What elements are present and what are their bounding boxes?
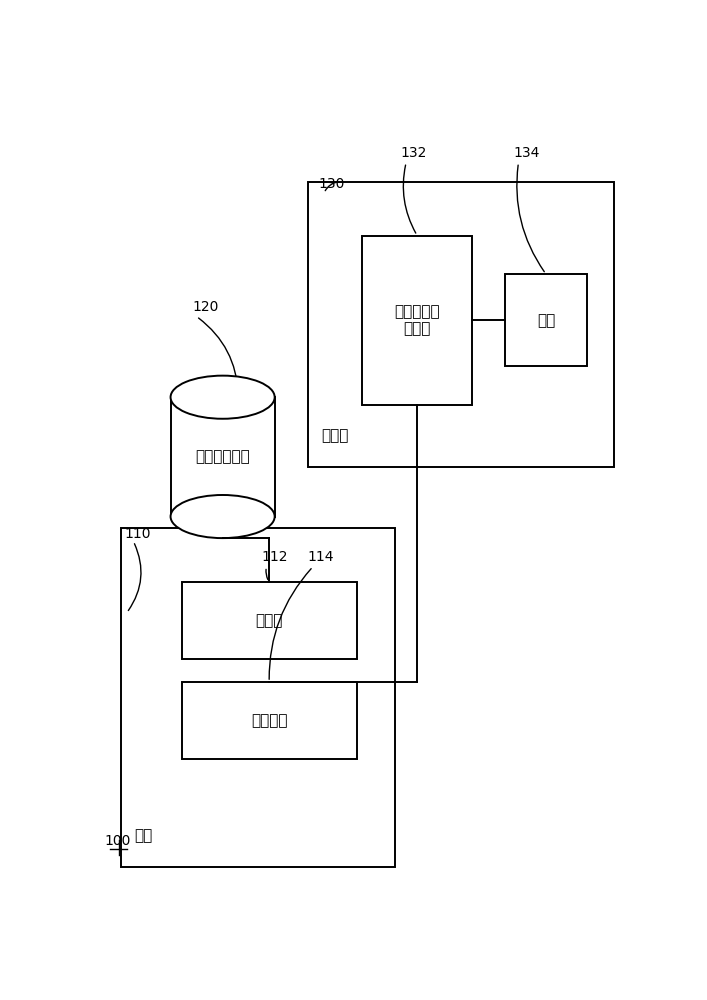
Text: 114: 114: [308, 550, 334, 564]
Bar: [505, 274, 587, 366]
Text: 132: 132: [401, 146, 427, 160]
Text: 机台: 机台: [537, 313, 555, 328]
Text: 耗电量数据库: 耗电量数据库: [195, 449, 250, 464]
Text: 处理器: 处理器: [255, 613, 283, 628]
Ellipse shape: [170, 495, 275, 538]
Text: 工具机: 工具机: [321, 428, 349, 443]
Text: 110: 110: [124, 527, 151, 541]
Text: 120: 120: [192, 300, 219, 314]
Bar: [182, 682, 357, 759]
Text: 储存装置: 储存装置: [251, 713, 288, 728]
Ellipse shape: [170, 376, 275, 419]
Text: 130: 130: [319, 177, 345, 191]
Bar: [308, 182, 614, 466]
Text: 计算机数值
控制器: 计算机数值 控制器: [395, 304, 440, 336]
Text: 100: 100: [105, 834, 132, 848]
Text: 112: 112: [261, 550, 288, 564]
Bar: [363, 235, 472, 405]
Bar: [122, 528, 395, 867]
Text: 134: 134: [513, 146, 539, 160]
Bar: [182, 582, 357, 659]
Text: 主机: 主机: [134, 829, 152, 844]
